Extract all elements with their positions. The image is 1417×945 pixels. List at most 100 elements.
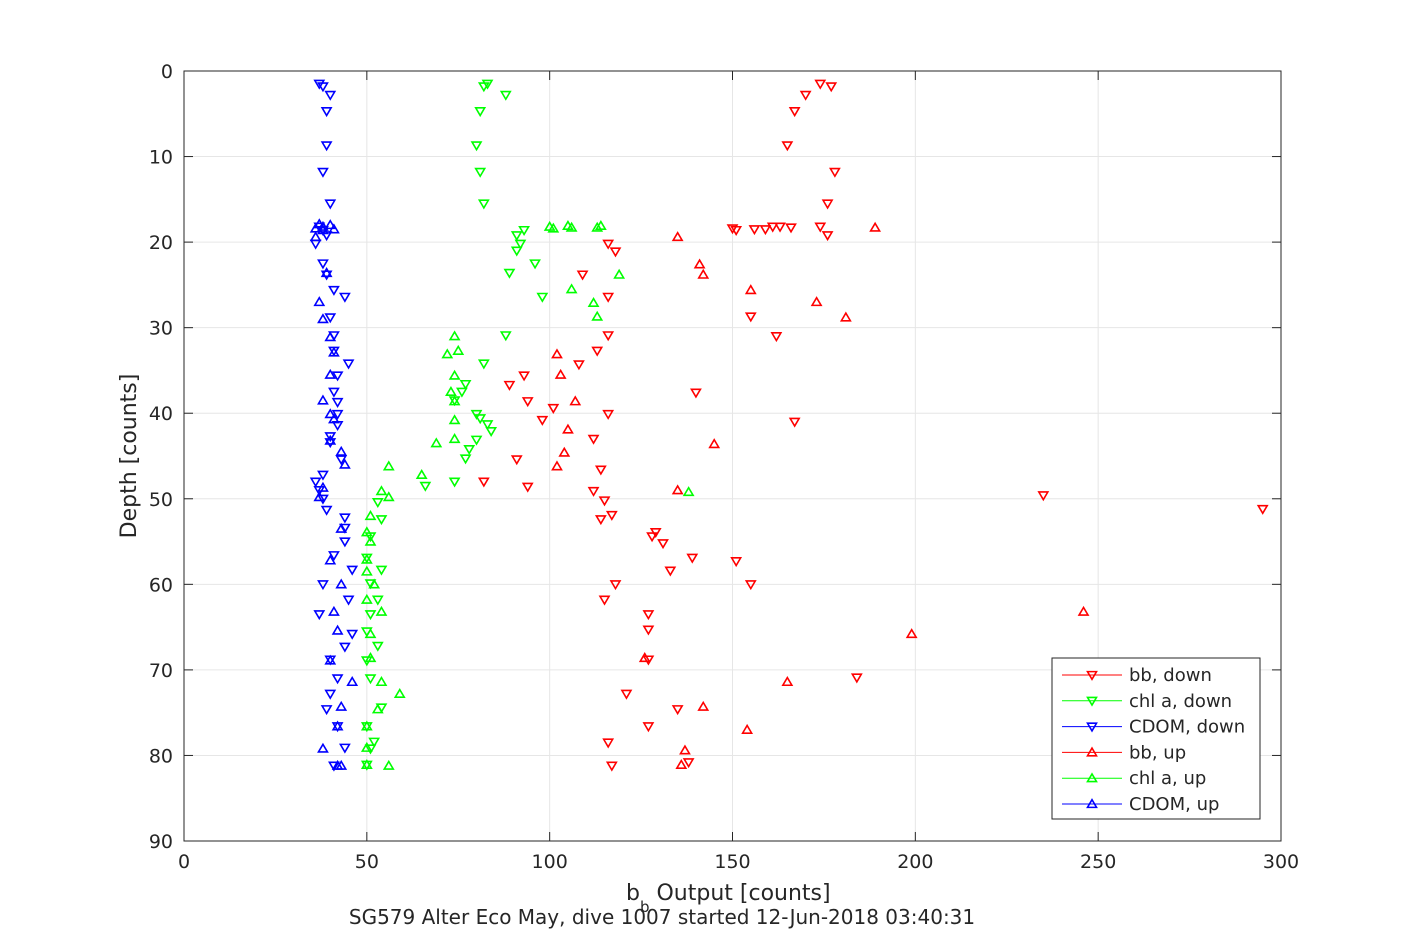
data-point xyxy=(510,455,523,466)
data-point xyxy=(368,737,381,748)
series-4 xyxy=(360,220,695,770)
data-point xyxy=(642,625,655,636)
data-point xyxy=(317,220,329,231)
data-point xyxy=(810,296,823,307)
data-point xyxy=(331,759,344,770)
data-point xyxy=(335,522,348,533)
legend-label: chl a, down xyxy=(1129,691,1232,712)
data-point xyxy=(547,222,560,233)
data-point xyxy=(346,676,359,687)
legend-marker xyxy=(1086,772,1098,783)
data-point xyxy=(448,477,461,488)
data-point xyxy=(602,331,615,342)
data-point xyxy=(609,580,622,591)
data-point xyxy=(686,553,699,564)
data-point xyxy=(770,332,783,343)
data-point xyxy=(759,225,772,236)
data-point xyxy=(569,395,582,406)
data-point xyxy=(346,629,359,640)
legend-marker xyxy=(1086,670,1098,681)
data-point xyxy=(317,494,329,505)
data-point xyxy=(638,652,651,663)
y-tick-label: 80 xyxy=(149,745,173,767)
data-point xyxy=(317,82,329,93)
data-point xyxy=(598,496,611,507)
data-point xyxy=(741,723,754,734)
data-point xyxy=(587,297,600,308)
y-tick-label: 50 xyxy=(149,489,173,511)
data-point xyxy=(317,481,329,492)
data-point xyxy=(371,641,384,652)
data-point xyxy=(317,313,329,324)
data-point xyxy=(788,107,801,118)
legend-item: chl a, down xyxy=(1062,691,1232,712)
data-point xyxy=(821,199,834,210)
data-point xyxy=(375,485,388,496)
data-point xyxy=(317,259,329,270)
legend-box xyxy=(1051,657,1261,820)
data-point xyxy=(470,141,483,152)
data-point xyxy=(364,535,377,546)
data-point xyxy=(430,437,443,448)
data-point xyxy=(382,491,395,502)
data-point xyxy=(448,395,461,406)
data-point xyxy=(445,385,457,397)
data-point xyxy=(551,460,563,471)
data-point xyxy=(459,454,472,465)
data-point xyxy=(518,225,530,236)
data-point xyxy=(671,231,684,242)
data-point xyxy=(602,292,615,303)
legend-label: CDOM, up xyxy=(1129,794,1219,815)
data-point xyxy=(364,652,377,663)
legend-marker xyxy=(1086,798,1098,809)
data-point xyxy=(371,498,384,509)
data-point xyxy=(360,593,373,604)
series-0 xyxy=(477,79,1269,772)
data-point xyxy=(324,434,337,445)
data-point xyxy=(324,368,337,379)
data-point xyxy=(335,578,348,589)
data-point xyxy=(324,432,337,443)
data-point xyxy=(594,465,607,476)
legend-item: CDOM, down xyxy=(1062,717,1245,738)
y-tick-label: 20 xyxy=(149,232,173,254)
data-point xyxy=(342,359,355,370)
data-point xyxy=(726,224,739,235)
legend-label: chl a, up xyxy=(1129,768,1206,789)
data-point xyxy=(869,221,882,232)
data-point xyxy=(324,331,337,342)
data-point xyxy=(774,222,786,233)
data-point xyxy=(320,267,333,278)
data-point xyxy=(346,565,359,576)
data-point xyxy=(317,580,329,591)
data-point xyxy=(331,371,344,382)
data-point xyxy=(364,674,377,685)
data-point xyxy=(503,268,516,279)
x-tick-label: 150 xyxy=(714,851,750,873)
data-point xyxy=(587,434,600,445)
data-point xyxy=(744,580,757,591)
data-point xyxy=(360,553,373,564)
data-point xyxy=(814,79,827,90)
data-point xyxy=(613,268,626,279)
x-axis-label: bb Output [counts] xyxy=(626,881,831,916)
legend-marker xyxy=(1086,696,1098,707)
data-point xyxy=(602,738,615,749)
y-axis-label: Depth [counts] xyxy=(117,374,142,539)
data-point xyxy=(320,505,333,516)
data-point xyxy=(328,346,340,357)
data-point xyxy=(456,387,468,398)
series-3 xyxy=(551,221,1090,770)
data-point xyxy=(748,225,761,236)
data-point xyxy=(499,90,512,101)
data-point xyxy=(474,107,487,118)
data-point xyxy=(320,107,333,118)
legend-item: CDOM, up xyxy=(1062,794,1219,815)
data-point xyxy=(477,359,490,370)
data-point xyxy=(708,438,721,449)
data-point xyxy=(730,225,743,236)
data-point xyxy=(338,537,351,548)
data-point xyxy=(328,223,340,234)
y-tick-label: 90 xyxy=(149,831,173,853)
data-point xyxy=(565,283,578,294)
